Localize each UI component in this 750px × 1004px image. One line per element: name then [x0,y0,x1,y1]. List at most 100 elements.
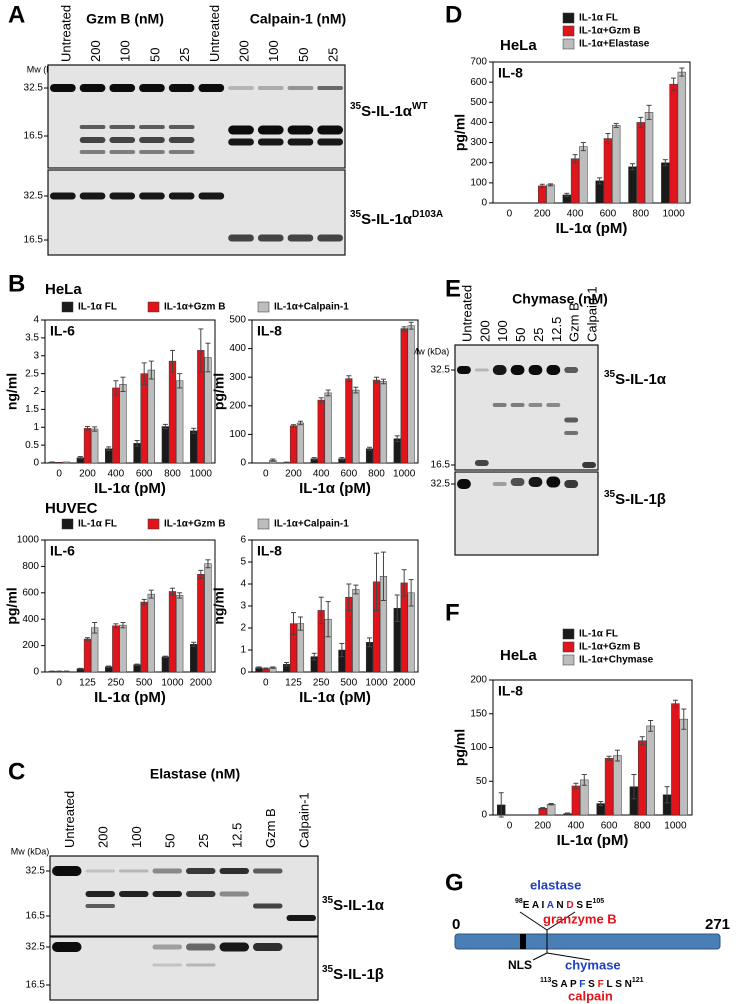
x-tick-label: 1000 [161,678,184,689]
bar [317,399,325,464]
error-bar [106,665,112,668]
protein: S-IL-1α [333,897,385,914]
mw-marker: 32.5 [431,365,451,376]
x-tick-label: 0 [263,469,269,480]
y-axis-label: ng/ml [211,587,227,624]
x-tick-label: 400 [313,469,330,480]
gel-band [228,234,254,242]
error-bar [353,386,359,394]
error-bar [631,774,637,800]
bar [546,184,555,204]
legend-label: IL-1α+Gzm B [579,642,640,653]
x-tick-label: 200 [285,469,302,480]
gel-band [546,365,561,375]
gel-band [50,84,76,92]
bar [379,381,388,464]
legend-label: IL-1α+Gzm B [164,302,225,313]
y-tick-label: 100 [470,177,487,188]
bar [119,384,127,464]
error-bar [291,612,296,636]
legend-swatch [257,518,270,530]
error-bar [540,807,546,810]
error-bar [92,622,98,634]
lane-group-label: Calpain-1 (nM) [250,11,346,27]
error-bar [648,720,654,732]
error-bar [148,589,154,599]
bar [62,461,70,464]
y-tick-label: 200 [229,400,246,411]
isotope: 35 [350,209,362,220]
gel-band [257,86,284,90]
error-bar [672,699,678,708]
legend-swatch [562,654,575,666]
mw-marker: 32.5 [26,866,46,877]
bar [579,146,588,204]
legend-label: IL-1α+Chymase [579,655,654,666]
x-tick-label: 800 [164,469,181,480]
plot-frame [251,539,419,673]
bar [538,185,547,204]
x-tick-label: 400 [567,209,584,220]
mw-label: Mw (kDa) [11,846,50,856]
chart-title: IL-8 [257,323,282,339]
lane-label: 25 [177,48,192,62]
lane-label: Calpain-1 [585,286,600,342]
error-bar [170,349,175,373]
gel-band [198,192,225,200]
error-bar [346,583,352,611]
gel-band [510,365,525,375]
error-bar [284,662,290,667]
lane-label: 100 [266,40,281,62]
error-bar [394,435,400,443]
y-axis-label: pg/ml [211,373,227,410]
gel-band [152,868,182,874]
error-bar [374,552,379,611]
gel-band [139,137,165,143]
gel-band [85,891,115,897]
x-tick-label: 0 [507,821,513,832]
error-bar [605,133,611,145]
legend-swatch [562,12,575,24]
bar [638,740,647,816]
legend-label: IL-1α+Gzm B [579,26,640,37]
blot-label: 35S-IL-1β [322,964,384,983]
error-bar [270,666,276,669]
x-axis-label: IL-1α (pM) [94,689,166,706]
error-bar [394,594,400,622]
gel-band [109,150,136,154]
error-bar [539,183,545,188]
error-bar [614,749,620,762]
y-tick-label: 400 [470,117,487,128]
y-axis-label: pg/ml [452,729,468,766]
y-tick-label: 4 [240,579,246,590]
legend-label: IL-1α FL [579,13,618,24]
error-bar [581,774,587,786]
error-bar [564,192,570,198]
error-bar [291,424,296,428]
error-bar [548,803,554,806]
legend-label: IL-1α FL [78,519,117,530]
gel-band [186,943,216,951]
error-bar [565,812,571,815]
mw-marker: 16.5 [431,460,451,471]
mw-label: Mw (kDa) [27,64,66,74]
x-tick-label: 125 [285,678,302,689]
gel-band [287,125,314,135]
bar [679,718,689,816]
end-position: 271 [705,916,730,933]
legend-label: IL-1α+Elastase [579,39,650,50]
error-bar [573,782,579,790]
panel-letter: G [445,869,464,896]
cut-residue: D [566,900,573,911]
bar [603,138,613,204]
bar [400,328,408,464]
bar [289,425,298,464]
lane-label: 100 [118,40,133,62]
y-tick-label: 3.5 [25,333,39,344]
isotope: 35 [350,101,362,112]
error-bar [606,755,612,761]
y-tick-label: 0 [481,810,487,821]
gel-band [253,868,283,874]
gel-band [317,125,343,135]
